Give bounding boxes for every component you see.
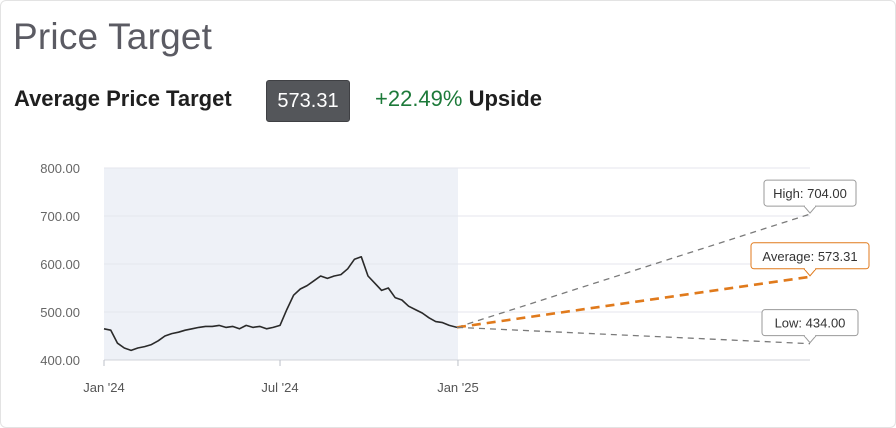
callout-pointer <box>803 268 817 277</box>
average-price-target-label: Average Price Target <box>14 86 232 111</box>
price-history-line <box>103 255 458 352</box>
y-tick-label: 800.00 <box>40 161 80 176</box>
upside-text: +22.49% Upside <box>375 86 542 112</box>
callout-pointer <box>803 205 817 214</box>
average-price-target-badge: 573.31 <box>266 80 350 122</box>
x-tick-label: Jan '25 <box>437 380 479 395</box>
y-tick-label: 700.00 <box>40 209 80 224</box>
callout-label: High: 704.00 <box>773 186 847 201</box>
callout-pointer <box>803 335 817 344</box>
y-tick-label: 500.00 <box>40 305 80 320</box>
callout-label: Low: 434.00 <box>775 316 846 331</box>
callout-label: Average: 573.31 <box>762 249 857 264</box>
y-tick-label: 600.00 <box>40 257 80 272</box>
x-tick-label: Jul '24 <box>261 380 298 395</box>
upside-percent: +22.49% <box>375 86 463 111</box>
high-target-line <box>456 213 811 328</box>
low-target-callout: Low: 434.00 <box>761 309 859 344</box>
low-target-line <box>456 326 811 345</box>
average-target-callout: Average: 573.31 <box>750 242 870 277</box>
page-title: Price Target <box>13 16 213 57</box>
average-target-line <box>456 275 811 329</box>
y-tick-label: 400.00 <box>40 353 80 368</box>
upside-label: Upside <box>468 86 542 111</box>
price-target-summary: Average Price Target 573.31 +22.49% Upsi… <box>14 80 714 122</box>
high-target-callout: High: 704.00 <box>763 179 857 214</box>
x-tick-label: Jan '24 <box>83 380 125 395</box>
